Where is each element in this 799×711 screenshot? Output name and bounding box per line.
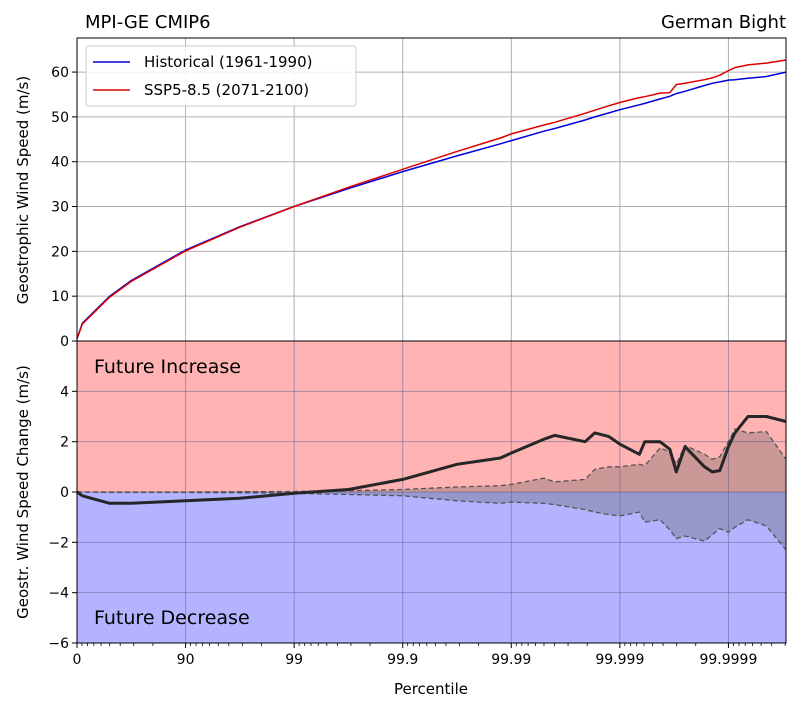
top-y-tick-label: 10 bbox=[51, 289, 69, 305]
title-left: MPI-GE CMIP6 bbox=[85, 12, 211, 33]
series-line-historical bbox=[76, 71, 787, 340]
top-y-axis-label: Geostrophic Wind Speed (m/s) bbox=[14, 76, 32, 304]
uncertainty-band bbox=[77, 429, 786, 550]
x-tick-label: 90 bbox=[177, 652, 195, 668]
x-axis-label: Percentile bbox=[394, 680, 468, 698]
change-line bbox=[76, 415, 787, 505]
top-y-tick-label: 50 bbox=[51, 110, 69, 126]
band-upper-line bbox=[77, 428, 787, 493]
legend: Historical (1961-1990) SSP5-8.5 (2071-21… bbox=[85, 45, 357, 107]
legend-box bbox=[85, 45, 357, 107]
top-y-tick-label: 30 bbox=[51, 200, 69, 216]
top-y-tick-label: 40 bbox=[51, 155, 69, 171]
increase-region bbox=[77, 341, 786, 492]
grid bbox=[76, 38, 786, 644]
bottom-y-tick-label: −6 bbox=[48, 636, 69, 652]
plot-marks bbox=[76, 59, 787, 551]
bottom-panel-background bbox=[77, 341, 786, 643]
bottom-y-tick-label: −2 bbox=[48, 535, 69, 551]
x-tick-label: 99 bbox=[285, 652, 303, 668]
top-y-tick-label: 60 bbox=[51, 65, 69, 81]
band-lower-line bbox=[77, 491, 787, 551]
bottom-y-tick-label: 2 bbox=[60, 435, 69, 451]
title-right: German Bight bbox=[661, 12, 786, 33]
series-line-ssp585 bbox=[76, 59, 787, 340]
x-tick-label: 99.999 bbox=[595, 652, 644, 668]
decrease-region bbox=[77, 492, 786, 643]
annotation-future-decrease: Future Decrease bbox=[94, 607, 250, 629]
top-y-tick-label: 0 bbox=[60, 334, 69, 350]
x-tick-label: 99.9 bbox=[387, 652, 418, 668]
bottom-y-axis-label: Geostr. Wind Speed Change (m/s) bbox=[14, 365, 32, 619]
x-tick-label: 99.99 bbox=[491, 652, 531, 668]
bottom-y-tick-label: 4 bbox=[60, 384, 69, 400]
annotation-future-increase: Future Increase bbox=[94, 356, 241, 378]
x-tick-label: 99.9999 bbox=[699, 652, 757, 668]
legend-label-ssp585: SSP5-8.5 (2071-2100) bbox=[144, 81, 309, 99]
top-y-tick-label: 20 bbox=[51, 244, 69, 260]
legend-label-historical: Historical (1961-1990) bbox=[144, 53, 313, 71]
x-tick-label: 0 bbox=[73, 652, 82, 668]
bottom-y-tick-label: −4 bbox=[48, 586, 69, 602]
bottom-y-tick-label: 0 bbox=[60, 485, 69, 501]
